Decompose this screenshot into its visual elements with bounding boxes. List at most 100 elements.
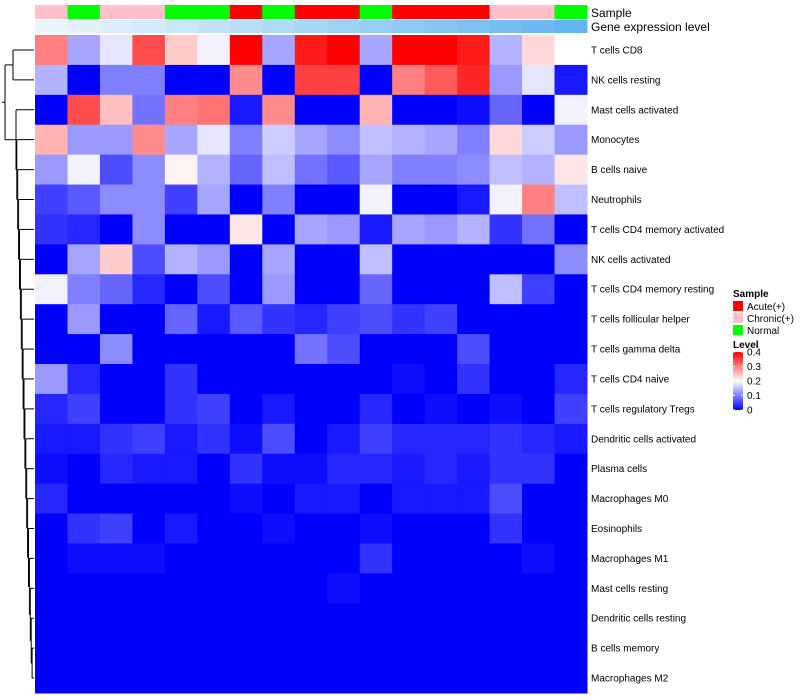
heatmap-cell (489, 154, 523, 186)
heatmap-cell (327, 513, 361, 544)
heatmap-cell (294, 633, 328, 664)
heatmap-cell (35, 334, 68, 365)
heatmap-cell (294, 573, 328, 604)
heatmap-cell (424, 423, 458, 455)
heatmap-cell (457, 453, 491, 485)
level-legend-tick-label: 0.3 (747, 362, 761, 373)
heatmap-cell (197, 154, 231, 186)
sample-annotation-title: Sample (591, 6, 632, 20)
heatmap-cell (197, 214, 231, 245)
heatmap-cell (522, 364, 556, 395)
heatmap-cell (197, 64, 231, 96)
heatmap-cell (294, 64, 328, 96)
heatmap-cell (164, 124, 198, 156)
heatmap-cell (554, 214, 588, 245)
heatmap-cell (164, 483, 198, 515)
heatmap-cell (327, 244, 361, 275)
heatmap-cell (327, 274, 361, 305)
heatmap-cell (489, 573, 523, 604)
heatmap-cell (229, 393, 263, 425)
heatmap-cell (67, 633, 101, 664)
level-annotation-cell (99, 20, 133, 33)
heatmap-cell (262, 334, 296, 365)
heatmap-cell (327, 184, 361, 215)
row-label: Dendritic cells resting (591, 614, 686, 625)
heatmap-cell (522, 513, 556, 544)
heatmap-cell (262, 244, 296, 275)
heatmap-cell (424, 364, 458, 395)
heatmap-cell (99, 364, 133, 395)
heatmap-cell (164, 393, 198, 425)
heatmap-cell (67, 35, 101, 66)
heatmap-cell (327, 603, 361, 634)
sample-annotation-cell (164, 5, 198, 19)
heatmap-cell (392, 184, 426, 215)
heatmap-cell (35, 154, 68, 186)
heatmap-cell (262, 423, 296, 455)
heatmap-cell (35, 64, 68, 96)
heatmap-cell (99, 304, 133, 335)
heatmap-cell (35, 94, 68, 126)
heatmap-cell (164, 513, 198, 544)
heatmap-cell (132, 334, 166, 365)
heatmap-cell (554, 64, 588, 96)
heatmap-cell (522, 663, 556, 694)
heatmap-cell (164, 334, 198, 365)
heatmap-cell (67, 124, 101, 156)
heatmap-cell (35, 364, 68, 395)
heatmap-cell (359, 184, 393, 215)
sample-annotation-cell (424, 5, 458, 19)
heatmap-cell (294, 453, 328, 485)
heatmap-cell (457, 184, 491, 215)
heatmap-cell (489, 304, 523, 335)
heatmap-cell (67, 663, 101, 694)
heatmap-cell (294, 603, 328, 634)
level-annotation-cell (132, 20, 166, 33)
heatmap-cell (457, 633, 491, 664)
heatmap-cell (327, 393, 361, 425)
heatmap-cell (132, 304, 166, 335)
heatmap-cell (457, 304, 491, 335)
heatmap-cell (489, 214, 523, 245)
heatmap-cell (197, 94, 231, 126)
sample-legend-title: Sample (733, 289, 769, 300)
heatmap-cell (554, 184, 588, 215)
heatmap-cell (522, 214, 556, 245)
heatmap-cell (229, 663, 263, 694)
heatmap-cell (262, 304, 296, 335)
heatmap-cell (67, 453, 101, 485)
heatmap-cell (359, 453, 393, 485)
heatmap-cell (132, 154, 166, 186)
heatmap-cell (359, 334, 393, 365)
heatmap-cell (392, 423, 426, 455)
sample-annotation-cell (229, 5, 263, 19)
heatmap-cell (359, 543, 393, 574)
heatmap-cell (359, 513, 393, 544)
sample-legend-label: Acute(+) (747, 302, 785, 313)
heatmap-cell (457, 244, 491, 275)
level-annotation-cell (327, 20, 361, 33)
sample-annotation-cell (132, 5, 166, 19)
level-legend-tick-label: 0.1 (747, 391, 761, 402)
heatmap-cell (229, 274, 263, 305)
heatmap-cell (424, 35, 458, 66)
level-annotation-cell (197, 20, 231, 33)
heatmap-cell (132, 244, 166, 275)
row-label: Macrophages M0 (591, 494, 669, 505)
heatmap-cell (229, 244, 263, 275)
heatmap-cell (489, 94, 523, 126)
heatmap-cell (164, 35, 198, 66)
heatmap-cell (522, 573, 556, 604)
heatmap-cell (522, 543, 556, 574)
row-label: Monocytes (591, 135, 639, 146)
heatmap-cell (99, 423, 133, 455)
heatmap-cell (229, 364, 263, 395)
heatmap-cell (229, 423, 263, 455)
heatmap-cell (35, 423, 68, 455)
heatmap-cell (327, 214, 361, 245)
heatmap-cell (99, 184, 133, 215)
sample-annotation-cell (392, 5, 426, 19)
heatmap-cell (262, 573, 296, 604)
heatmap-cell (262, 35, 296, 66)
heatmap-cell (67, 393, 101, 425)
